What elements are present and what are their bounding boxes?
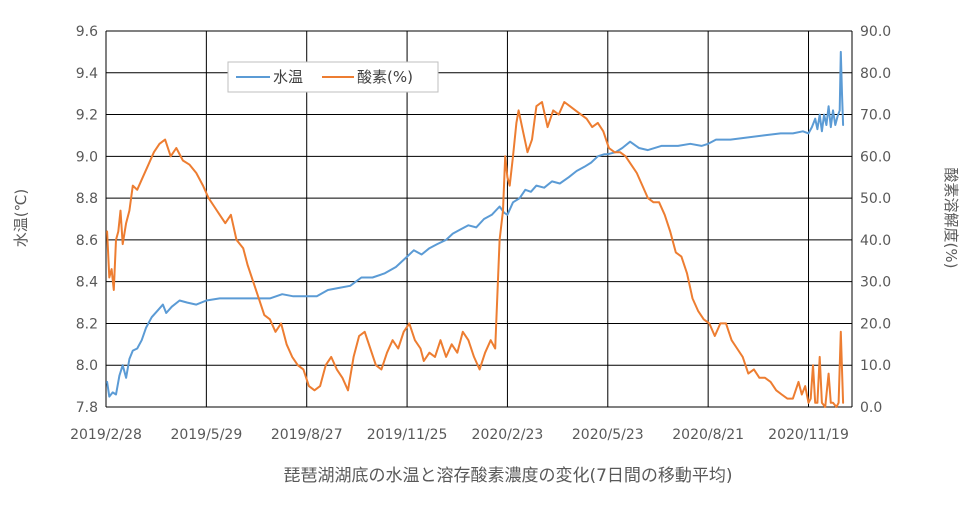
y-right-tick-label: 80.0 [860,66,891,82]
y-left-tick-label: 8.6 [76,233,98,249]
y-right-tick-label: 90.0 [860,24,891,40]
chart-caption: 琵琶湖湖底の水温と溶存酸素濃度の変化(7日間の移動平均) [283,466,732,486]
y-right-tick-label: 10.0 [860,358,891,374]
y-right-tick-label: 70.0 [860,108,891,124]
series-line-oxygen [106,101,845,408]
y-left-tick-label: 9.6 [76,24,98,40]
y-left-tick-label: 8.8 [76,191,98,207]
legend-label-water-temp: 水温 [273,68,303,86]
legend: 水温 酸素(%) [227,61,439,93]
x-tick-label: 2020/8/21 [672,427,744,443]
series [106,50,845,408]
y-left-axis-title: 水温(℃) [12,189,30,248]
y-right-tick-label: 20.0 [860,316,891,332]
y-right-tick-label: 30.0 [860,275,891,291]
y-left-tick-label: 8.2 [76,316,98,332]
y-right-axis-title: 酸素溶解度(%) [942,168,960,269]
legend-label-oxygen: 酸素(%) [357,68,413,86]
y-left-tick-label: 8.4 [76,275,98,291]
y-right-tick-label: 60.0 [860,149,891,165]
x-tick-label: 2019/8/27 [271,427,343,443]
x-tick-label: 2020/2/23 [472,427,544,443]
x-tick-label: 2019/11/25 [367,427,448,443]
y-right-tick-label: 0.0 [860,400,882,416]
grid [105,30,853,408]
x-tick-label: 2020/5/23 [572,427,644,443]
y-right-tick-label: 40.0 [860,233,891,249]
axes: 7.8 8.0 8.2 8.4 8.6 8.8 9.0 9.2 9.4 9.6 0.0 10.0 20.… [70,24,891,443]
y-right-tick-label: 50.0 [860,191,891,207]
y-left-tick-label: 9.2 [76,108,98,124]
x-tick-label: 2020/11/19 [768,427,849,443]
y-left-tick-label: 7.8 [76,400,98,416]
x-tick-label: 2019/5/29 [170,427,242,443]
y-left-tick-label: 9.4 [76,66,98,82]
x-tick-label: 2019/2/28 [70,427,142,443]
series-line-water-temp [106,50,845,398]
y-left-tick-label: 8.0 [76,358,98,374]
y-left-tick-label: 9.0 [76,149,98,165]
